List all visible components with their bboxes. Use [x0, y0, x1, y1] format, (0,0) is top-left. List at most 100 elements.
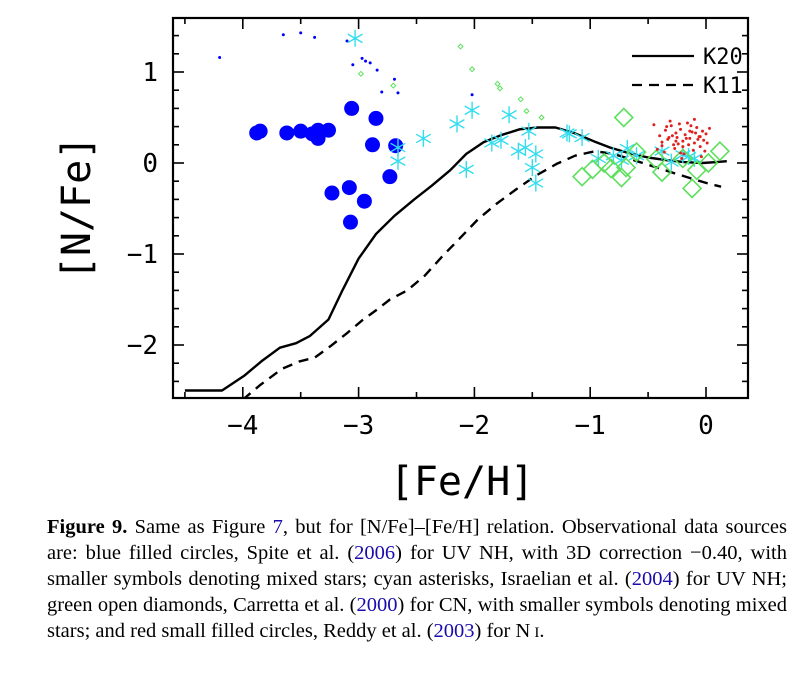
- data-point: [683, 133, 687, 137]
- data-point: [680, 156, 684, 160]
- y-tick-label: 1: [142, 58, 158, 88]
- data-point: [694, 131, 698, 135]
- data-point: [688, 136, 692, 140]
- data-point: [356, 193, 372, 209]
- data-point: [396, 91, 400, 95]
- data-point: [692, 141, 696, 145]
- citation-year-link[interactable]: 2003: [433, 620, 475, 642]
- data-point: [673, 146, 677, 150]
- data-point: [688, 129, 692, 133]
- data-point: [218, 55, 222, 59]
- data-point: [674, 131, 678, 135]
- data-point: [676, 142, 680, 146]
- caption-text: ) for UV NH, with 3D correction −0.40, w…: [47, 542, 787, 590]
- data-point: [517, 96, 524, 103]
- legend-label: K20: [703, 45, 743, 70]
- data-point: [660, 144, 664, 148]
- k11-line: [242, 149, 722, 398]
- data-point: [670, 134, 674, 138]
- data-point: [310, 130, 326, 146]
- data-point: [521, 122, 537, 140]
- data-point: [357, 70, 365, 77]
- series-4: [347, 29, 703, 192]
- data-point: [364, 137, 380, 153]
- data-point: [674, 139, 678, 143]
- data-point: [324, 185, 340, 201]
- data-point: [524, 159, 541, 177]
- data-point: [698, 135, 702, 139]
- x-tick-label: 0: [698, 411, 714, 441]
- data-point: [528, 145, 544, 163]
- data-point: [341, 180, 357, 196]
- caption-text: ) for CN, with smaller symbols denoting …: [47, 594, 787, 642]
- data-point: [320, 122, 336, 138]
- data-point: [658, 134, 662, 138]
- data-point: [691, 148, 695, 152]
- series-7: [652, 117, 711, 160]
- data-point: [613, 151, 630, 169]
- data-point: [279, 125, 295, 141]
- k20-line: [184, 126, 727, 392]
- series-1: [242, 149, 722, 398]
- data-point: [561, 125, 578, 143]
- data-point: [665, 125, 669, 129]
- data-point: [692, 117, 696, 121]
- data-point: [613, 107, 634, 128]
- figure-caption: Figure 9. Same as Figure 7, but for [N/F…: [47, 514, 787, 646]
- data-point: [682, 152, 686, 156]
- caption-text: I: [534, 625, 540, 641]
- data-point: [468, 66, 476, 73]
- x-tick-label: −2: [459, 411, 490, 441]
- data-point: [392, 77, 396, 81]
- caption-text: .: [539, 620, 545, 642]
- data-point: [704, 132, 708, 136]
- data-point: [375, 68, 379, 72]
- data-point: [685, 121, 689, 125]
- data-point: [415, 129, 432, 147]
- data-point: [701, 129, 705, 133]
- x-tick-label: −3: [343, 411, 374, 441]
- data-point: [496, 85, 503, 92]
- data-point: [501, 106, 517, 124]
- figure-reference-link[interactable]: 7: [272, 516, 283, 538]
- data-point: [699, 155, 703, 159]
- citation-year-link[interactable]: 2000: [356, 594, 398, 616]
- data-point: [619, 139, 635, 157]
- data-point: [600, 158, 622, 179]
- data-point: [390, 139, 406, 156]
- data-point: [313, 35, 317, 39]
- citation-year-link[interactable]: 2006: [354, 542, 396, 564]
- data-point: [571, 166, 593, 187]
- y-tick-label: −1: [127, 240, 158, 270]
- data-point: [672, 148, 693, 169]
- data-point: [689, 124, 693, 128]
- data-point: [252, 123, 268, 139]
- data-point: [655, 147, 659, 151]
- data-point: [696, 137, 700, 141]
- data-point: [458, 160, 475, 178]
- data-point: [493, 131, 509, 149]
- data-point: [669, 124, 673, 128]
- data-point: [281, 33, 285, 37]
- data-point: [351, 63, 355, 67]
- data-point: [675, 136, 679, 140]
- data-point: [368, 110, 384, 126]
- data-point: [449, 115, 465, 133]
- x-axis-title: [Fe/H]: [390, 459, 535, 505]
- data-point: [574, 129, 590, 146]
- data-point: [464, 101, 480, 119]
- series-6: [357, 43, 545, 121]
- citation-year-link[interactable]: 2004: [631, 568, 673, 590]
- data-point: [660, 140, 664, 144]
- series-3: [218, 31, 474, 97]
- data-point: [347, 29, 363, 47]
- y-tick-label: −2: [127, 331, 158, 361]
- data-point: [651, 161, 673, 183]
- data-point: [698, 152, 719, 174]
- data-point: [652, 123, 656, 127]
- data-point: [382, 169, 398, 185]
- data-point: [687, 143, 691, 147]
- data-point: [690, 130, 694, 134]
- y-axis-title: [N/Fe]: [54, 136, 100, 281]
